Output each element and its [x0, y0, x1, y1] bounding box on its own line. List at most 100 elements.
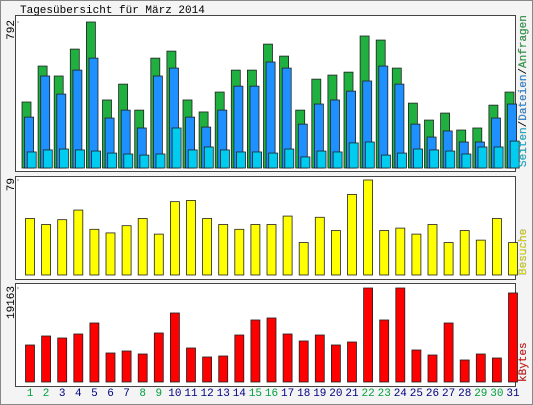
bar: [252, 151, 263, 169]
bar: [379, 319, 390, 383]
bar: [105, 232, 116, 276]
bar: [265, 61, 276, 169]
x-tick-label: 23: [378, 388, 391, 400]
bar: [73, 333, 84, 383]
y-tick-label: 79: [6, 178, 18, 191]
bar: [379, 230, 390, 276]
bar: [121, 225, 132, 276]
bar: [316, 150, 327, 169]
x-tick-label: 22: [361, 388, 374, 400]
x-tick-label: 11: [184, 388, 198, 400]
bar: [219, 149, 230, 169]
x-tick-label: 9: [155, 388, 162, 400]
bar: [378, 65, 389, 169]
bar: [298, 340, 309, 383]
bar: [268, 152, 279, 169]
x-tick-label: 12: [200, 388, 213, 400]
x-tick-label: 28: [458, 388, 471, 400]
bar: [332, 151, 343, 169]
bar: [202, 218, 213, 276]
bar: [153, 332, 164, 383]
x-tick-label: 15: [249, 388, 262, 400]
bar: [187, 149, 198, 169]
bar: [282, 333, 293, 383]
bar: [107, 152, 118, 169]
bar: [475, 353, 486, 383]
bar: [364, 141, 375, 169]
legend-entry: kBytes: [518, 342, 530, 382]
bar: [89, 322, 100, 383]
bar: [300, 156, 311, 169]
bar: [236, 151, 246, 169]
bar: [508, 292, 518, 383]
bar: [153, 233, 164, 276]
x-tick-label: 29: [474, 388, 487, 400]
x-tick-label: 6: [107, 388, 114, 400]
x-tick-label: 20: [329, 388, 342, 400]
x-tick-label: 8: [139, 388, 146, 400]
x-tick-label: 21: [345, 388, 359, 400]
bar: [41, 335, 51, 383]
bar: [445, 150, 456, 169]
bar: [363, 287, 374, 383]
bar: [250, 224, 261, 276]
x-tick-label: 7: [123, 388, 130, 400]
bar: [73, 209, 84, 276]
x-tick-label: 31: [506, 388, 520, 400]
bar: [169, 201, 180, 276]
x-tick-label: 5: [91, 388, 98, 400]
bar: [186, 200, 196, 276]
bar: [137, 353, 148, 383]
bar: [411, 349, 422, 383]
bar: [57, 337, 68, 383]
x-tick-label: 2: [43, 388, 50, 400]
bar: [461, 153, 472, 169]
bar: [75, 149, 85, 169]
legend: Seiten/Dateien/Anfragen: [518, 15, 530, 167]
bar: [491, 218, 502, 276]
x-tick-label: 27: [442, 388, 455, 400]
bar: [314, 334, 325, 383]
bar: [137, 218, 148, 276]
bar: [395, 287, 406, 383]
x-tick-label: 3: [59, 388, 66, 400]
bar: [314, 216, 325, 276]
bar: [413, 148, 424, 169]
bar: [282, 215, 293, 276]
x-tick-label: 1: [27, 388, 34, 400]
bar: [250, 319, 261, 383]
bar: [298, 242, 309, 276]
bar: [347, 341, 357, 383]
bar: [169, 312, 180, 383]
bar: [491, 357, 502, 383]
bar: [459, 359, 470, 383]
y-tick-label: 19163: [6, 286, 18, 319]
legend-entry: Seiten: [518, 127, 530, 167]
bar: [348, 142, 359, 169]
x-tick-label: 24: [394, 388, 408, 400]
bar: [443, 242, 454, 276]
legend-entry: Anfragen: [518, 15, 530, 68]
bar: [26, 151, 37, 169]
bar: [42, 149, 53, 169]
x-tick-label: 30: [490, 388, 503, 400]
bar: [203, 146, 214, 169]
x-tick-label: 26: [426, 388, 439, 400]
y-tick-label: 792: [6, 20, 18, 40]
bar: [186, 347, 196, 383]
legend-separator: /: [518, 121, 530, 128]
x-tick-label: 18: [297, 388, 310, 400]
bar: [202, 356, 213, 383]
bar: [347, 194, 357, 276]
bar: [508, 242, 518, 276]
bar: [89, 228, 100, 276]
bar: [25, 218, 35, 276]
bar: [105, 352, 116, 383]
bar: [234, 228, 245, 276]
bar: [427, 224, 438, 276]
bar: [411, 233, 422, 276]
x-tick-label: 14: [233, 388, 247, 400]
legend-entry: Dateien: [518, 75, 530, 121]
